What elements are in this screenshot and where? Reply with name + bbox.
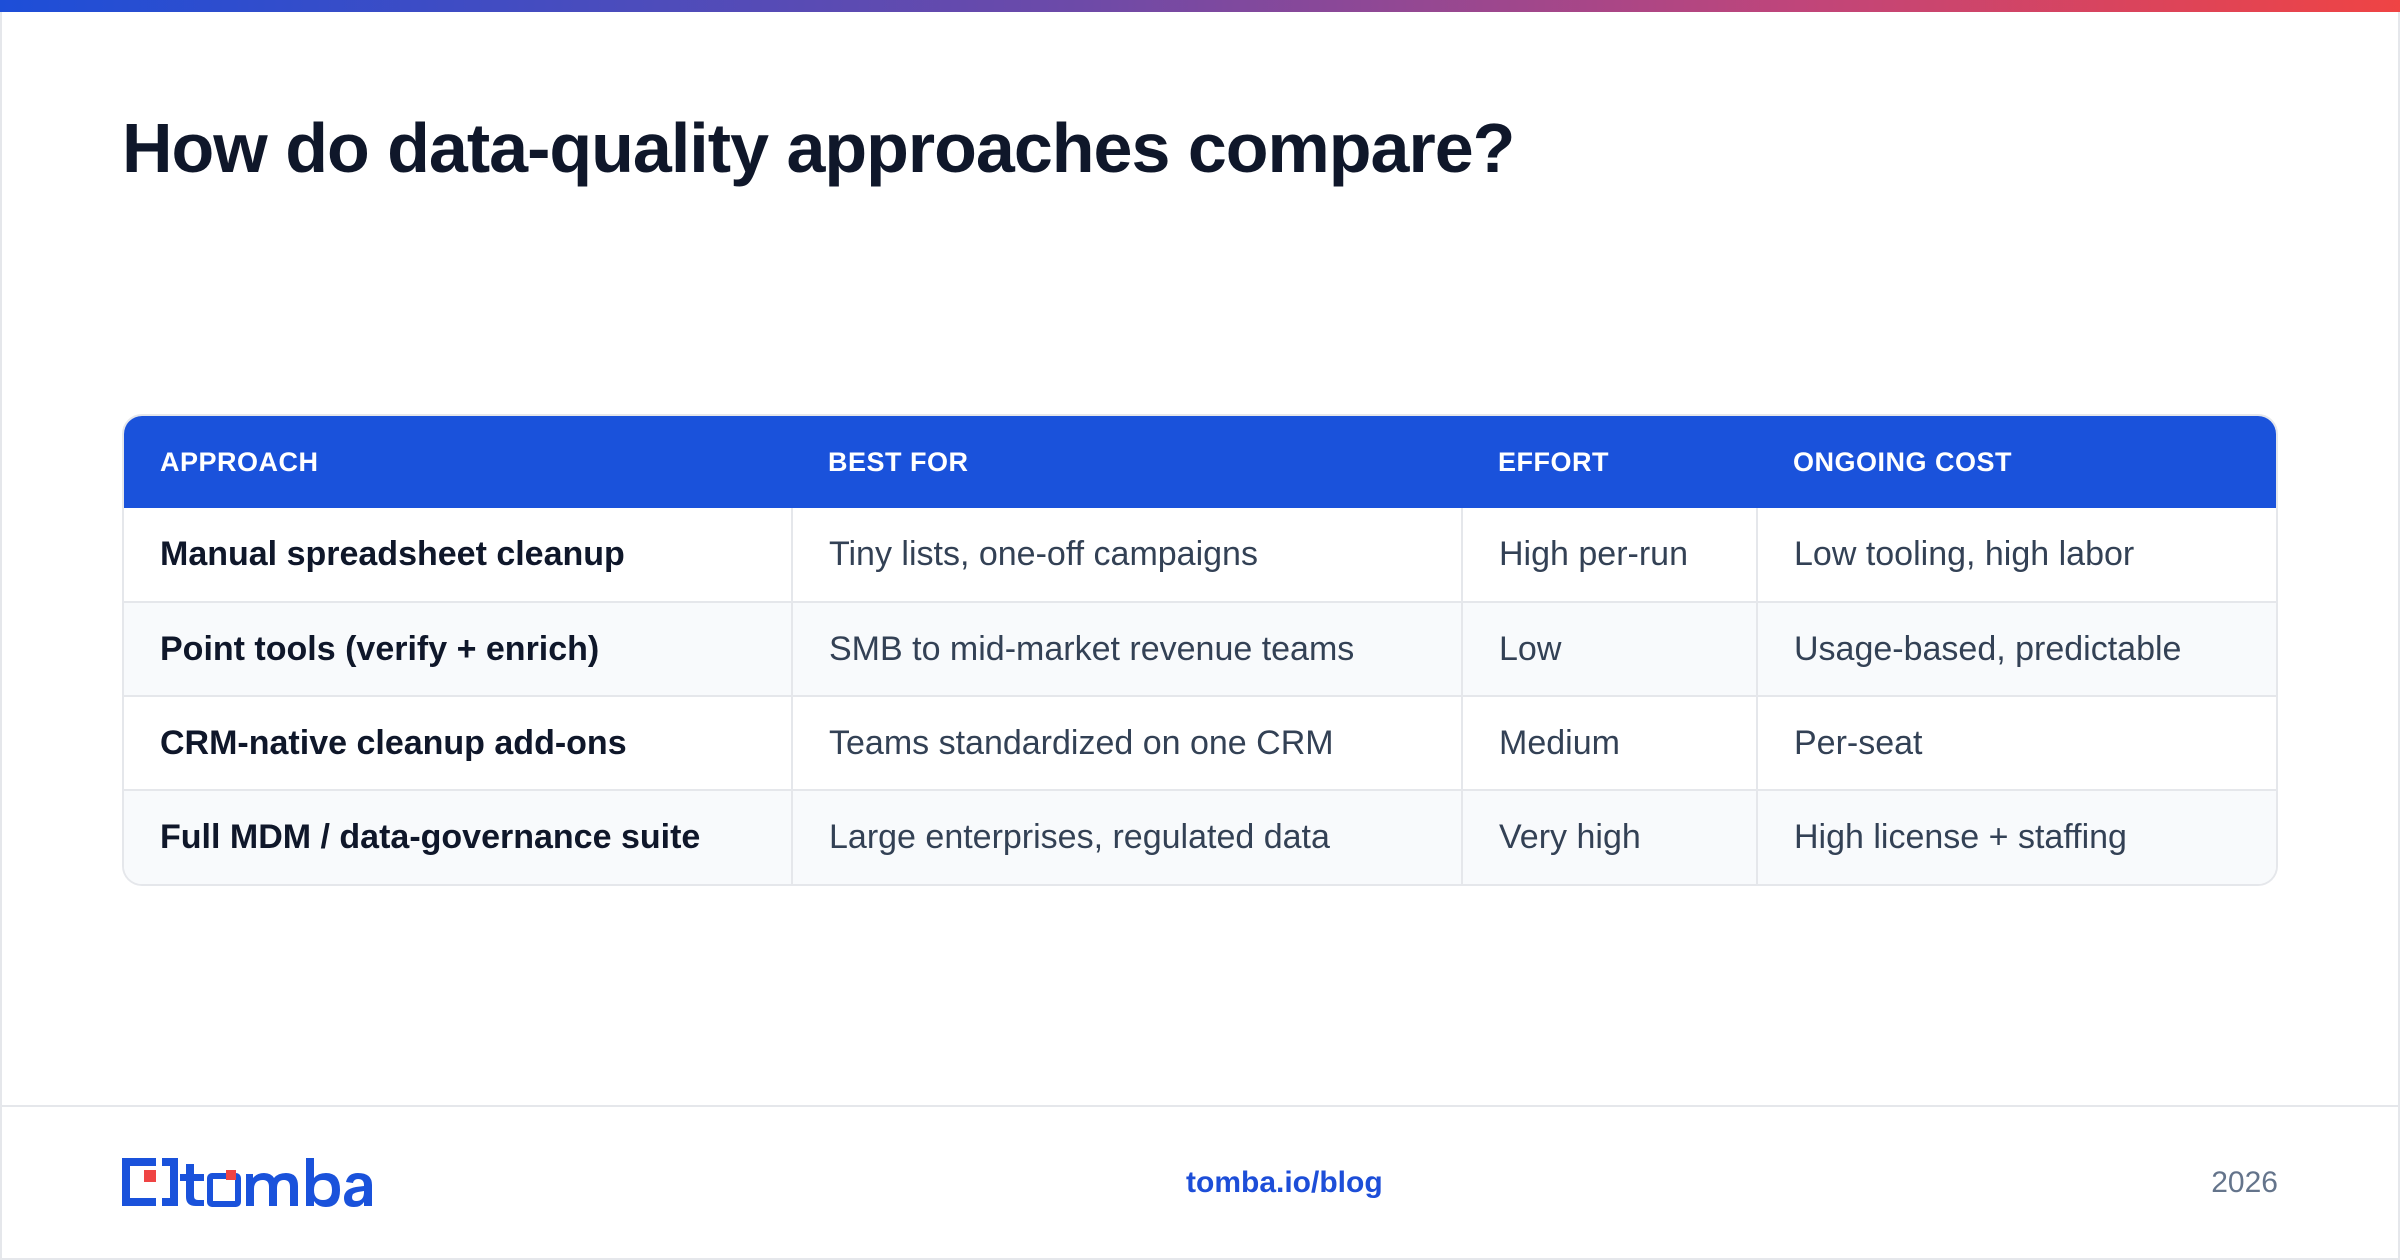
cell-ongoing-cost: Low tooling, high labor (1756, 508, 2276, 602)
table-row: Full MDM / data-governance suite Large e… (124, 790, 2276, 884)
cell-ongoing-cost: Per-seat (1756, 696, 2276, 790)
tomba-logo-icon (122, 1158, 372, 1207)
cell-effort: High per-run (1461, 508, 1757, 602)
page-title: How do data-quality approaches compare? (122, 109, 1515, 187)
gradient-accent-bar (0, 0, 2400, 12)
header-best-for: BEST FOR (828, 446, 969, 477)
header-ongoing-cost: ONGOING COST (1793, 446, 2013, 477)
footer-year: 2026 (2211, 1166, 2278, 1199)
footer-divider (0, 1105, 2400, 1107)
cell-effort: Medium (1461, 696, 1757, 790)
comparison-table: APPROACH BEST FOR EFFORT ONGOING COST Ma… (122, 414, 2278, 886)
cell-effort: Very high (1461, 790, 1757, 884)
header-effort: EFFORT (1498, 446, 1609, 477)
blog-link[interactable]: tomba.io/blog (1186, 1166, 1383, 1199)
cell-best-for: SMB to mid-market revenue teams (791, 602, 1462, 696)
cell-best-for: Large enterprises, regulated data (791, 790, 1462, 884)
table-header-row: APPROACH BEST FOR EFFORT ONGOING COST (124, 416, 2276, 508)
tomba-logo[interactable] (122, 1156, 382, 1208)
cell-best-for: Teams standardized on one CRM (791, 696, 1462, 790)
cell-approach: Manual spreadsheet cleanup (160, 535, 625, 573)
cell-approach: Point tools (verify + enrich) (160, 629, 600, 668)
cell-approach: CRM-native cleanup add-ons (160, 723, 627, 762)
cell-effort: Low (1461, 602, 1757, 696)
table-row: Manual spreadsheet cleanup Tiny lists, o… (124, 508, 2276, 602)
cell-best-for: Tiny lists, one-off campaigns (791, 508, 1462, 602)
header-approach: APPROACH (160, 446, 319, 477)
table-row: Point tools (verify + enrich) SMB to mid… (124, 602, 2276, 696)
cell-ongoing-cost: High license + staffing (1756, 790, 2276, 884)
cell-ongoing-cost: Usage-based, predictable (1756, 602, 2276, 696)
cell-approach: Full MDM / data-governance suite (160, 818, 701, 856)
table-row: CRM-native cleanup add-ons Teams standar… (124, 696, 2276, 790)
